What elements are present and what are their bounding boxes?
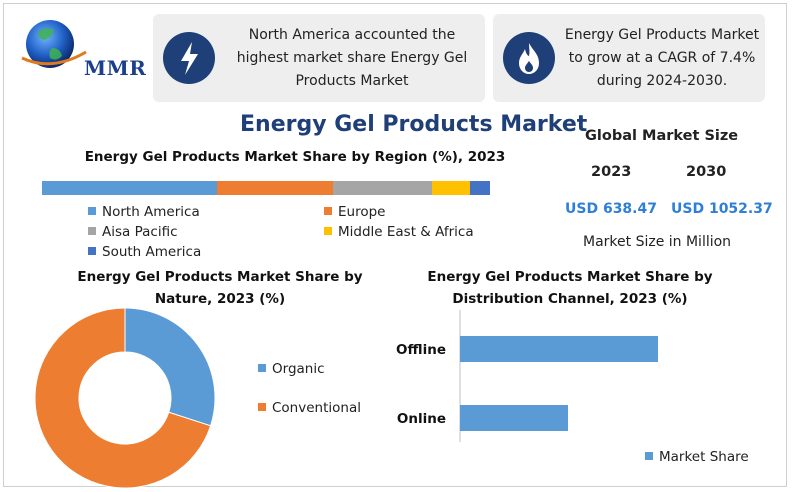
legend-label: North America bbox=[102, 204, 200, 220]
legend-organic: Organic bbox=[258, 361, 325, 377]
legend-south-america: South America bbox=[88, 244, 201, 260]
region-chart-title: Energy Gel Products Market Share by Regi… bbox=[84, 149, 506, 165]
legend-label: Organic bbox=[272, 361, 325, 377]
region-segment-middle-east-africa bbox=[431, 181, 470, 195]
north-america-card: North America accounted the highest mark… bbox=[153, 14, 485, 102]
legend-swatch bbox=[88, 207, 96, 215]
logo-text: MMR bbox=[84, 56, 147, 80]
category-label-offline: Offline bbox=[396, 342, 446, 358]
legend-swatch bbox=[324, 207, 332, 215]
card-text-line: North America accounted the bbox=[248, 27, 456, 43]
card-text-line: to grow at a CAGR of 7.4% bbox=[568, 50, 756, 66]
flame-icon bbox=[503, 32, 555, 84]
legend-swatch bbox=[645, 452, 653, 460]
legend-swatch bbox=[258, 364, 266, 372]
mmr-logo: MMR bbox=[16, 14, 146, 84]
nature-title-line: Energy Gel Products Market Share by bbox=[77, 269, 363, 285]
legend-conventional: Conventional bbox=[258, 400, 361, 416]
nature-donut-chart bbox=[34, 307, 216, 489]
card-text-line: Energy Gel Products Market bbox=[564, 27, 760, 43]
region-segment-north-america bbox=[42, 181, 217, 195]
lightning-icon bbox=[163, 32, 215, 84]
donut-slice-conventional bbox=[34, 307, 212, 489]
legend-label: Aisa Pacific bbox=[102, 224, 178, 240]
channel-bar-chart: Offline Online bbox=[396, 310, 658, 442]
legend-swatch bbox=[88, 247, 96, 255]
channel-title-line: Distribution Channel, 2023 (%) bbox=[452, 291, 688, 307]
channel-chart-title: Energy Gel Products Market Share by Dist… bbox=[400, 266, 740, 310]
infographic-frame bbox=[3, 3, 787, 487]
donut-slice-organic bbox=[124, 307, 216, 427]
cagr-card: Energy Gel Products Market to grow at a … bbox=[493, 14, 765, 102]
card-text-line: highest market share Energy Gel bbox=[236, 50, 468, 66]
legend-swatch bbox=[88, 227, 96, 235]
global-market-title: Global Market Size bbox=[585, 128, 739, 144]
region-segment-aisa-pacific bbox=[333, 181, 432, 195]
legend-swatch bbox=[258, 403, 266, 411]
region-segment-south-america bbox=[469, 181, 490, 195]
legend-label: South America bbox=[102, 244, 202, 260]
year-2023: 2023 bbox=[591, 164, 632, 180]
category-label-online: Online bbox=[397, 411, 446, 427]
legend-asia-pacific: Aisa Pacific bbox=[88, 224, 178, 240]
legend-europe: Europe bbox=[324, 204, 385, 220]
legend-market-share: Market Share bbox=[645, 449, 749, 465]
legend-swatch bbox=[324, 227, 332, 235]
nature-chart-title: Energy Gel Products Market Share by Natu… bbox=[50, 266, 390, 310]
market-size-unit: Market Size in Million bbox=[583, 234, 732, 250]
channel-title-line: Energy Gel Products Market Share by bbox=[427, 269, 713, 285]
legend-middle-east-africa: Middle East & Africa bbox=[324, 224, 474, 240]
legend-label: Europe bbox=[338, 204, 386, 220]
market-value-2030: USD 1052.37 bbox=[671, 201, 773, 217]
globe-icon bbox=[21, 20, 87, 68]
card-text-line: during 2024-2030. bbox=[596, 73, 728, 89]
region-stacked-bar bbox=[42, 181, 490, 195]
legend-label: Conventional bbox=[272, 400, 361, 416]
nature-title-line: Nature, 2023 (%) bbox=[154, 291, 286, 307]
year-2030: 2030 bbox=[686, 164, 727, 180]
market-value-2023: USD 638.47 bbox=[565, 201, 657, 217]
legend-label: Market Share bbox=[659, 449, 749, 465]
legend-north-america: North America bbox=[88, 204, 200, 220]
card-text-line: Products Market bbox=[295, 73, 409, 89]
region-segment-europe bbox=[216, 181, 334, 195]
main-title: Energy Gel Products Market bbox=[240, 112, 588, 137]
bar-offline bbox=[460, 336, 658, 362]
bar-online bbox=[460, 405, 568, 431]
legend-label: Middle East & Africa bbox=[338, 224, 474, 240]
